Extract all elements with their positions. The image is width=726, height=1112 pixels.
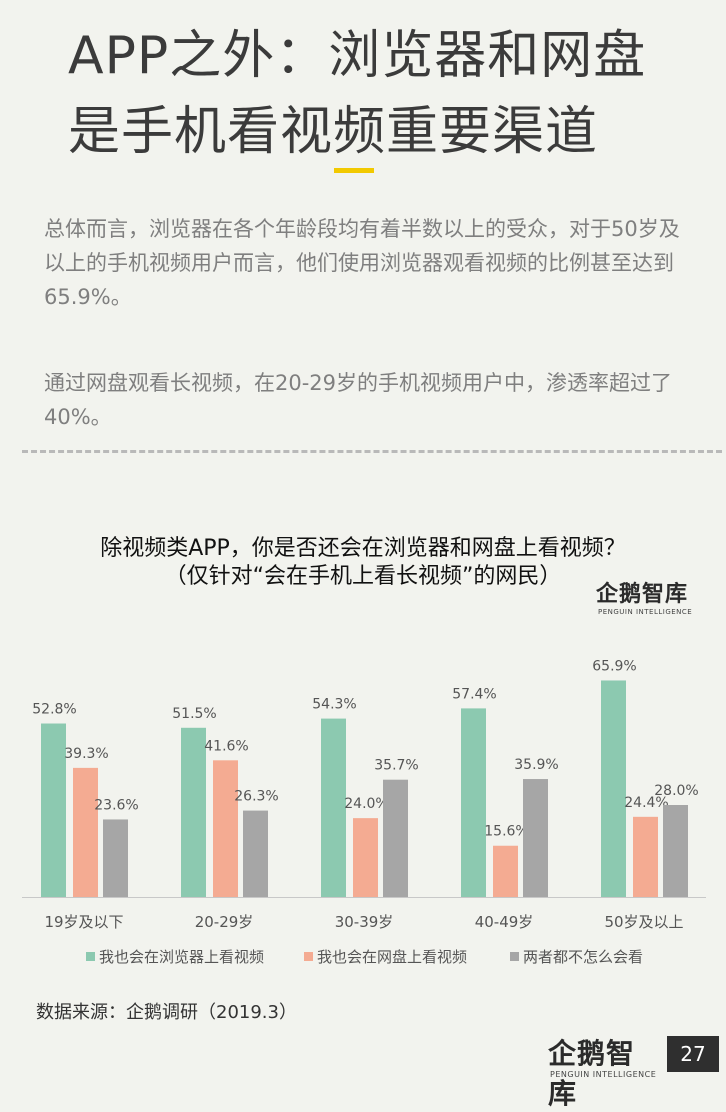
data-label: 54.3% xyxy=(312,697,356,713)
bar-3-5 xyxy=(663,805,688,897)
bar-2-3 xyxy=(353,818,378,897)
legend-swatch xyxy=(86,952,95,961)
data-label: 35.9% xyxy=(514,757,558,773)
legend-swatch xyxy=(510,952,519,961)
data-label: 41.6% xyxy=(204,738,248,754)
bar-3-3 xyxy=(383,779,408,897)
bar-2-5 xyxy=(633,816,658,897)
bar-2-1 xyxy=(73,767,98,897)
title-accent-bar xyxy=(334,168,374,173)
x-tick-label: 40-49岁 xyxy=(475,913,534,931)
chart-title: 除视频类APP，你是否还会在浏览器和网盘上看视频？ xyxy=(100,536,626,561)
body-paragraph-1: 总体而言，浏览器在各个年龄段均有着半数以上的受众，对于50岁及以上的手机视频用户… xyxy=(44,217,680,309)
footer-logo-subtext: PENGUIN INTELLIGENCE xyxy=(550,1070,657,1079)
data-label: 23.6% xyxy=(94,797,138,813)
data-label: 35.7% xyxy=(374,758,418,774)
page-title-line-2: 是手机看视频重要渠道 xyxy=(68,102,599,162)
x-tick-label: 50岁及以上 xyxy=(604,913,683,931)
data-source: 数据来源：企鹅调研（2019.3） xyxy=(36,1002,297,1023)
bar-1-5 xyxy=(601,680,626,897)
bar-1-2 xyxy=(181,727,206,897)
bar-3-1 xyxy=(103,819,128,897)
body-paragraph-2: 通过网盘观看长视频，在20-29岁的手机视频用户中，渗透率超过了40%。 xyxy=(44,371,673,429)
legend-label: 两者都不怎么会看 xyxy=(523,948,643,966)
section-divider xyxy=(22,450,722,453)
data-label: 39.3% xyxy=(64,746,108,762)
x-tick-label: 19岁及以下 xyxy=(44,913,123,931)
bar-chart: 52.8% 39.3% 23.6% 19岁及以下 51.5% 41.6% 26.3% 20-2… xyxy=(22,658,706,966)
bar-3-2 xyxy=(243,810,268,897)
data-label: 24.0% xyxy=(344,796,388,812)
x-tick-label: 30-39岁 xyxy=(335,913,394,931)
footer-logo: 企鹅智库 PENGUIN INTELLIGENCE xyxy=(548,1032,658,1110)
page-title: APP之外：浏览器和网盘 是手机看视频重要渠道 xyxy=(68,18,708,170)
data-label: 57.4% xyxy=(452,686,496,702)
bar-1-4 xyxy=(461,708,486,897)
bar-1-1 xyxy=(41,723,66,897)
data-label: 26.3% xyxy=(234,789,278,805)
data-label: 15.6% xyxy=(484,824,528,840)
bar-2-2 xyxy=(213,760,238,897)
data-label: 52.8% xyxy=(32,702,76,718)
data-label: 65.9% xyxy=(592,658,636,674)
page-number: 27 xyxy=(667,1036,719,1072)
legend-swatch xyxy=(304,952,313,961)
page-title-line-1: APP之外：浏览器和网盘 xyxy=(68,26,647,86)
legend-label: 我也会在浏览器上看视频 xyxy=(99,948,264,966)
bar-2-4 xyxy=(493,845,518,897)
logo-subtext: PENGUIN INTELLIGENCE xyxy=(598,608,693,616)
data-label: 28.0% xyxy=(654,783,698,799)
data-label: 24.4% xyxy=(624,795,668,811)
legend-label: 我也会在网盘上看视频 xyxy=(317,948,467,966)
bar-3-4 xyxy=(523,779,548,897)
data-label: 51.5% xyxy=(172,706,216,722)
bar-1-3 xyxy=(321,718,346,897)
penguin-intelligence-logo: 企鹅智库 PENGUIN INTELLIGENCE xyxy=(596,576,706,620)
logo-wordmark: 企鹅智库 xyxy=(596,582,689,607)
chart-subtitle: （仅针对“会在手机上看长视频”的网民） xyxy=(164,564,562,589)
x-tick-label: 20-29岁 xyxy=(195,913,254,931)
